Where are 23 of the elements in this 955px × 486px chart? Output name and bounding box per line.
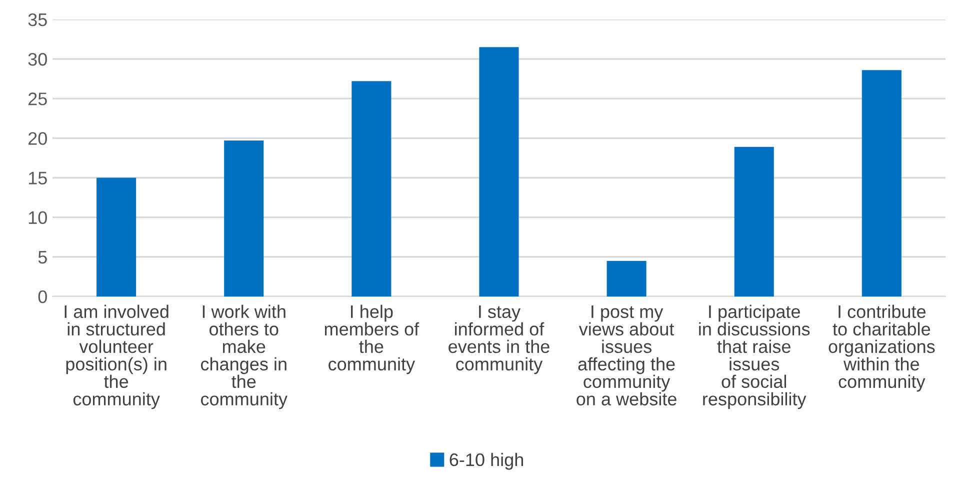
bar bbox=[479, 47, 519, 296]
y-tick-label: 15 bbox=[28, 172, 47, 184]
x-tick-label: I am involved in structured volunteer position(s) in the community bbox=[64, 304, 168, 410]
bar bbox=[96, 178, 136, 296]
x-tick-label: I stay informed of events in the community bbox=[448, 305, 550, 374]
y-tick-label: 5 bbox=[38, 251, 47, 264]
bar bbox=[862, 70, 902, 296]
x-tick-label: I work with others to make changes in the community bbox=[200, 304, 288, 410]
bar bbox=[606, 260, 646, 296]
y-tick-label: 10 bbox=[28, 211, 47, 224]
y-tick-label: 0 bbox=[38, 290, 47, 304]
bar bbox=[352, 81, 392, 296]
x-tick-label: I contribute to charitable organizations within the community bbox=[828, 304, 935, 392]
x-tick-label: I help members of the community bbox=[324, 304, 420, 374]
x-tick-label: I participate in discussions that raise issues of social responsibility bbox=[699, 304, 810, 410]
y-tick-label: 20 bbox=[28, 132, 47, 145]
y-tick-label: 35 bbox=[28, 13, 47, 26]
y-tick-label: 25 bbox=[28, 92, 47, 106]
bar bbox=[224, 140, 264, 296]
bar bbox=[734, 146, 774, 296]
x-tick-label: I post my views about issues affecting the community on a website bbox=[576, 305, 676, 406]
y-tick-label: 30 bbox=[28, 52, 47, 66]
legend-label: 6-10 high bbox=[450, 452, 524, 470]
